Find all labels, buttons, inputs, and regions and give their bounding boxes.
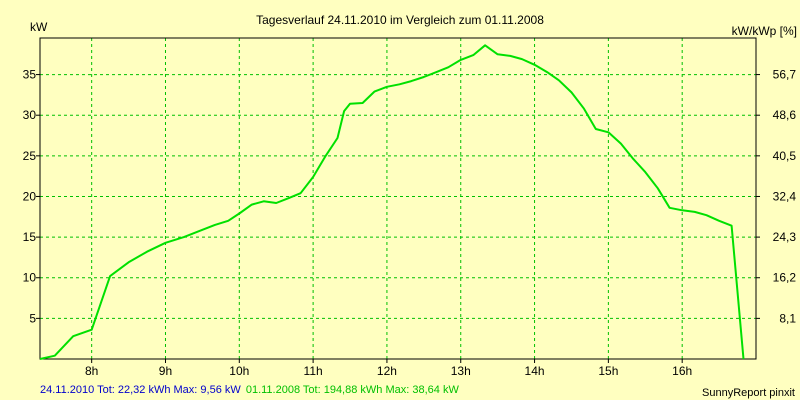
y-tick-label-right: 48,6: [773, 108, 797, 122]
x-tick-label: 15h: [598, 364, 618, 378]
y-tick-label-right: 8,1: [779, 311, 796, 325]
y-tick-label-right: 24,3: [773, 230, 797, 244]
footer-credit: SunnyReport pinxit: [702, 387, 795, 399]
x-tick-label: 10h: [229, 364, 249, 378]
y-tick-label-left: 20: [23, 189, 37, 203]
footer-2008-summary: 01.11.2008 Tot: 194,88 kWh Max: 38,64 kW: [246, 384, 460, 396]
y-axis-label-left: kW: [30, 20, 48, 34]
x-tick-label: 11h: [304, 364, 323, 378]
series-lines: [39, 44, 745, 360]
footer-text: 24.11.2010 Tot: 22,32 kWh Max: 9,56 kW 0…: [40, 384, 459, 396]
plot-frame: [39, 37, 757, 360]
x-tick-label: 16h: [672, 364, 692, 378]
y-tick-label-left: 25: [23, 149, 37, 163]
x-axis-ticks: 8h 9h 10h 11h 12h 13h 14h 15h 16h: [85, 359, 692, 378]
y-tick-label-left: 30: [23, 108, 37, 122]
y-tick-label-right: 56,7: [773, 68, 797, 82]
series-line-series_2008: [39, 44, 745, 360]
y-tick-label-right: 16,2: [773, 271, 797, 285]
x-tick-label: 8h: [85, 364, 98, 378]
y-tick-label-left: 15: [23, 230, 37, 244]
x-tick-label: 9h: [159, 364, 172, 378]
x-tick-label: 13h: [451, 364, 471, 378]
y-axis-ticks-left: 5 10 15 20 25 30 35: [23, 68, 40, 325]
y-axis-label-right: kW/kWp [%]: [732, 24, 797, 38]
y-axis-ticks-right: 8,1 16,2 24,3 32,4 40,5 48,6 56,7: [756, 68, 797, 325]
y-tick-label-left: 5: [29, 311, 36, 325]
y-tick-label-right: 32,4: [773, 189, 797, 203]
y-tick-label-left: 35: [23, 68, 37, 82]
chart-title: Tagesverlauf 24.11.2010 im Vergleich zum…: [256, 13, 544, 27]
x-tick-label: 14h: [525, 364, 545, 378]
y-tick-label-right: 40,5: [773, 149, 797, 163]
footer-2010-summary: 24.11.2010 Tot: 22,32 kWh Max: 9,56 kW: [40, 384, 241, 396]
x-tick-label: 12h: [377, 364, 397, 378]
grid-lines: [40, 38, 756, 359]
y-tick-label-left: 10: [23, 271, 37, 285]
